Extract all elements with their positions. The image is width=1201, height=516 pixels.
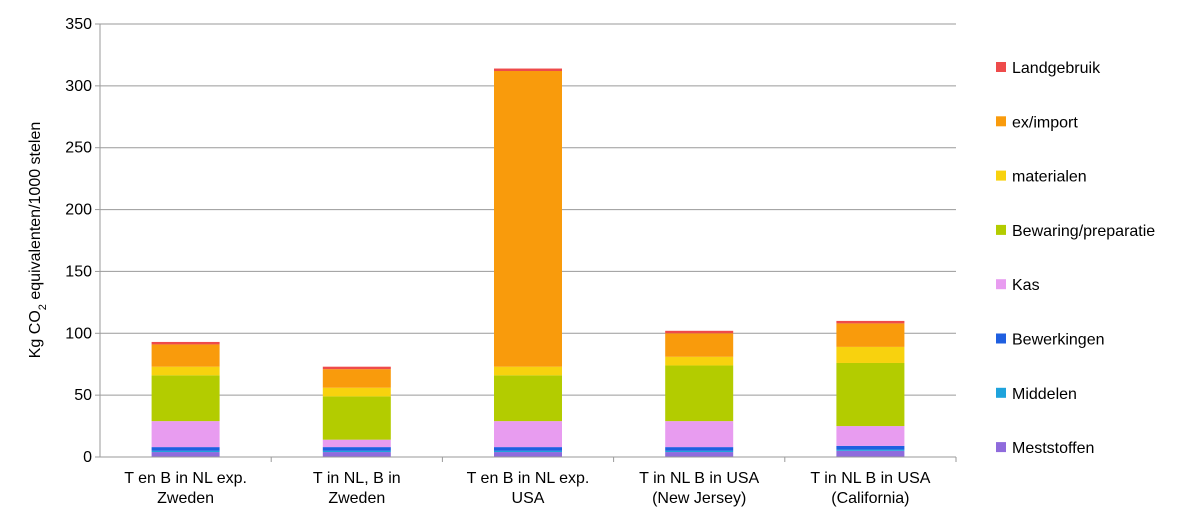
bar-segment — [494, 450, 562, 453]
bar-segment — [322, 447, 391, 451]
bars — [151, 68, 905, 457]
bar-segment — [494, 366, 562, 376]
bar-segment — [322, 439, 391, 448]
bar-segment — [151, 450, 220, 453]
bar-segment — [836, 449, 905, 451]
bar-segment — [151, 366, 220, 376]
bar-segment — [665, 333, 734, 357]
bar-segment — [151, 344, 220, 367]
y-tick-label: 300 — [65, 78, 92, 95]
y-tick-label: 200 — [65, 202, 92, 219]
y-tick-labels: 0 50 100 150 200 250 300 350 — [65, 16, 92, 466]
bar-segment — [494, 68, 562, 72]
bar-segment — [322, 387, 391, 397]
bar-segment — [836, 450, 905, 457]
bar-segment — [151, 447, 220, 451]
x-category-labels: T en B in NL exp. Zweden T in NL, B in Zwed… — [124, 470, 931, 507]
legend-label: Kas — [1012, 277, 1040, 294]
bar-segment — [665, 356, 734, 366]
bar-segment — [151, 452, 220, 457]
legend-swatch — [996, 116, 1006, 127]
bar-segment — [836, 426, 905, 446]
legend-label: Bewaring/preparatie — [1012, 223, 1155, 240]
legend-label: Landgebruik — [1012, 60, 1101, 77]
x-category-label: T en B in NL exp. USA — [467, 470, 590, 507]
bar-segment — [836, 362, 905, 427]
bar-segment — [322, 369, 391, 388]
legend-label: Meststoffen — [1012, 440, 1094, 457]
bar-segment — [836, 323, 905, 347]
bar-segment — [494, 421, 562, 448]
bar-segment — [665, 330, 734, 334]
bar-segment — [322, 396, 391, 440]
bar-segment — [665, 452, 734, 457]
legend-label: Middelen — [1012, 386, 1077, 403]
legend-swatch — [996, 224, 1006, 235]
legend-swatch — [996, 387, 1006, 398]
bar-segment — [836, 346, 905, 363]
bar-segment — [322, 452, 391, 457]
bar-segment — [494, 447, 562, 451]
bar-segment — [836, 320, 905, 324]
bar-segment — [494, 375, 562, 422]
legend-swatch — [996, 62, 1006, 72]
bar-segment — [836, 445, 905, 450]
y-tick-label: 150 — [65, 263, 92, 280]
x-category-label: T in NL B in USA (California) — [810, 470, 930, 507]
legend-label: Bewerkingen — [1012, 332, 1105, 349]
legend-swatch — [996, 279, 1006, 290]
legend: Landgebruik ex/import materialen Bewaring/p… — [996, 60, 1155, 457]
legend-label: materialen — [1012, 169, 1087, 186]
bar-segment — [322, 366, 391, 370]
y-tick-label: 100 — [65, 325, 92, 342]
legend-swatch — [996, 333, 1006, 344]
bar-segment — [151, 341, 220, 345]
bar-segment — [665, 421, 734, 448]
x-category-label: T in NL B in USA (New Jersey) — [639, 470, 759, 507]
legend-label: ex/import — [1012, 114, 1078, 131]
axes — [99, 24, 957, 462]
y-tick-label: 0 — [83, 449, 92, 466]
bar-segment — [494, 452, 562, 457]
legend-swatch — [996, 170, 1006, 181]
x-category-label: T in NL, B in Zweden — [313, 470, 401, 507]
bar-segment — [151, 421, 220, 448]
bar-segment — [322, 450, 391, 453]
y-tick-label: 350 — [65, 16, 92, 33]
bar-segment — [665, 447, 734, 451]
bar-segment — [494, 71, 562, 367]
y-axis-label: Kg CO2 equivalenten/1000 stelen — [27, 122, 49, 359]
y-tick-label: 50 — [74, 387, 92, 404]
bar-segment — [665, 365, 734, 422]
x-category-label: T en B in NL exp. Zweden — [124, 470, 247, 507]
y-tick-label: 250 — [65, 140, 92, 157]
bar-segment — [151, 375, 220, 422]
legend-swatch — [996, 442, 1006, 453]
bar-segment — [665, 450, 734, 453]
